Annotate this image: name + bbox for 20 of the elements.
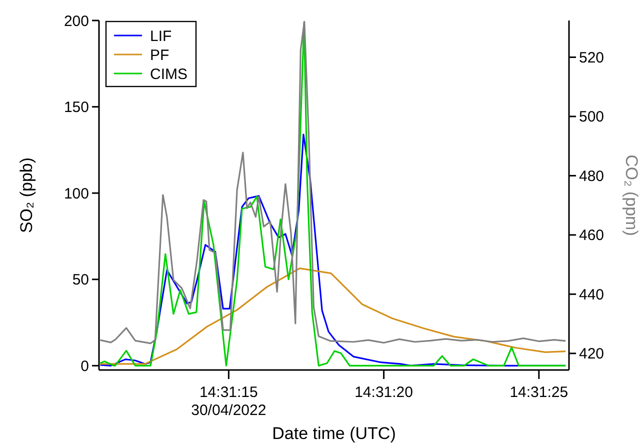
- x-tick-label: 14:31:15 30/04/2022: [191, 384, 266, 419]
- y2-tick-label: 500: [579, 108, 604, 126]
- y2-tick-label: 520: [579, 49, 604, 66]
- y-axis-title: SO₂ (ppb): [17, 157, 36, 234]
- y2-tick-label: 440: [579, 286, 604, 304]
- y-tick-label: 100: [64, 185, 89, 202]
- x-axis-title: Date time (UTC): [272, 424, 396, 443]
- y2-tick-label: 460: [579, 227, 604, 244]
- y2-tick-label: 480: [579, 168, 604, 185]
- x-tick-label: 14:31:20: [354, 384, 413, 401]
- legend-label: CIMS: [150, 66, 188, 83]
- legend-label: LIF: [150, 28, 172, 45]
- y2-tick-label: 420: [579, 346, 604, 363]
- x-tick-label: 14:31:25: [510, 384, 568, 401]
- legend-label: PF: [150, 46, 170, 64]
- y-tick-label: 200: [64, 12, 89, 30]
- y-tick-label: 0: [80, 358, 89, 375]
- y2-axis-title: CO₂ (ppm): [622, 154, 641, 236]
- y-tick-label: 50: [72, 272, 89, 289]
- y-tick-label: 150: [64, 99, 89, 116]
